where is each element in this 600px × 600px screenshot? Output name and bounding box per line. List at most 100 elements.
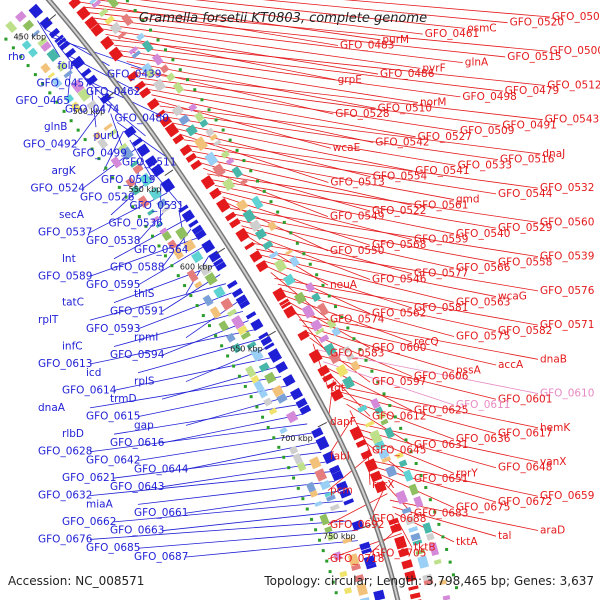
gene-label: GFO_0589 (38, 270, 92, 282)
gene-feature (289, 445, 299, 455)
gene-label: GFO_0538 (86, 235, 140, 247)
gene-label: GFO_0515 (507, 51, 561, 63)
gene-label: GFO_0509 (460, 125, 514, 137)
gene-label: GFO_0644 (134, 463, 189, 475)
marker-dot (301, 497, 305, 501)
gene-label: GFO_0687 (134, 551, 188, 563)
gene-label: GFO_0542 (375, 137, 429, 149)
gene-label: GFO_0498 (462, 91, 516, 103)
gene-feature (366, 563, 377, 570)
gene-feature (185, 124, 198, 137)
gene-feature (253, 380, 265, 393)
gene-label: GFO_0616 (110, 437, 165, 449)
gene-feature (202, 294, 214, 307)
gene-feature (99, 92, 112, 105)
gene-label: tktA (456, 536, 478, 548)
gene-label: GFO_0685 (86, 542, 140, 554)
marker-dot (226, 354, 230, 358)
gene-feature (329, 503, 340, 512)
gene-feature (204, 272, 218, 286)
gene-feature (40, 41, 52, 52)
gene-label: GFO_0593 (86, 323, 140, 335)
label-connector (346, 403, 413, 446)
marker-dot (321, 283, 325, 287)
gene-label: GFO_0528 (335, 108, 389, 120)
marker-dot (117, 185, 121, 189)
gene-feature (264, 342, 275, 351)
gene-feature (155, 109, 166, 119)
gene-feature (235, 227, 250, 243)
gene-feature (439, 579, 447, 586)
label-connector (327, 493, 388, 526)
gene-label: osmC (467, 22, 496, 34)
label-connector (207, 173, 539, 223)
gene-feature (404, 515, 416, 526)
gene-feature (132, 163, 144, 175)
coordinate-ticks: 450 kbp 500 kbp 550 kbp 600 kbp 650 kbp 700 k… (14, 14, 372, 541)
gene-feature (134, 80, 146, 92)
gene-label: GFO_0474 (65, 104, 120, 116)
gene-feature (318, 334, 330, 344)
marker-dot (200, 98, 204, 102)
gene-label: trmD (110, 393, 137, 405)
gene-feature (285, 249, 293, 256)
marker-dot (201, 314, 205, 318)
marker-dot (104, 166, 108, 170)
gene-feature (369, 470, 383, 483)
label-connector (359, 429, 497, 469)
gene-label: GFO_0526 (80, 191, 135, 203)
gene-feature (226, 280, 238, 289)
gene-feature (172, 247, 185, 260)
gene-feature (324, 526, 333, 534)
marker-dot (111, 176, 115, 180)
marker-dot (55, 100, 59, 104)
gene-label: GFO_0558 (498, 256, 552, 268)
gene-label: GFO_0683 (414, 507, 468, 519)
gene-feature (279, 298, 290, 307)
gene-feature (408, 526, 419, 533)
gene-label: gmd (456, 194, 480, 206)
gene-label: rpmI (134, 332, 158, 344)
gene-feature (144, 155, 158, 168)
gene-feature (103, 123, 113, 131)
label-connector (137, 246, 203, 286)
gene-feature (216, 197, 231, 213)
map-title: Gramella forsetii KT0803, complete genom… (139, 11, 427, 26)
gene-feature (200, 175, 215, 190)
label-connector (139, 77, 501, 126)
gene-labels: rhofolPGFO_0439GFO_0457GFO_0462GFO_0465G… (8, 11, 600, 565)
marker-dot (308, 262, 312, 266)
gene-feature (311, 292, 321, 303)
marker-dot (409, 450, 413, 454)
gene-feature (164, 122, 180, 138)
gene-label: GFO_0532 (540, 182, 594, 194)
tick-mark (47, 14, 57, 22)
gene-feature (262, 240, 274, 250)
gene-feature (364, 458, 378, 473)
gene-label: GFO_0675 (456, 502, 510, 514)
gene-feature (339, 570, 348, 578)
gene-label: dnaB (540, 353, 567, 365)
label-connector (122, 55, 419, 103)
gene-label: GFO_0663 (110, 525, 164, 537)
gene-feature (167, 239, 178, 250)
gene-feature (331, 470, 344, 482)
gene-feature (422, 522, 433, 534)
gene-feature (325, 494, 336, 502)
gene-feature (289, 255, 300, 268)
gene-feature (227, 308, 238, 317)
gene-feature (317, 302, 330, 317)
label-connector (327, 454, 372, 491)
marker-dot (276, 210, 280, 214)
label-connector (185, 395, 292, 426)
gene-label: GFO_0501 (552, 11, 600, 23)
gene-label: secA (59, 209, 85, 221)
gene-label: GFO_0571 (540, 319, 594, 331)
marker-dot (69, 119, 73, 123)
gene-feature (251, 195, 264, 210)
gene-feature (205, 127, 215, 137)
marker-dot (207, 108, 211, 112)
label-connector (92, 17, 463, 64)
gene-feature (231, 315, 245, 330)
gene-feature (273, 258, 288, 273)
